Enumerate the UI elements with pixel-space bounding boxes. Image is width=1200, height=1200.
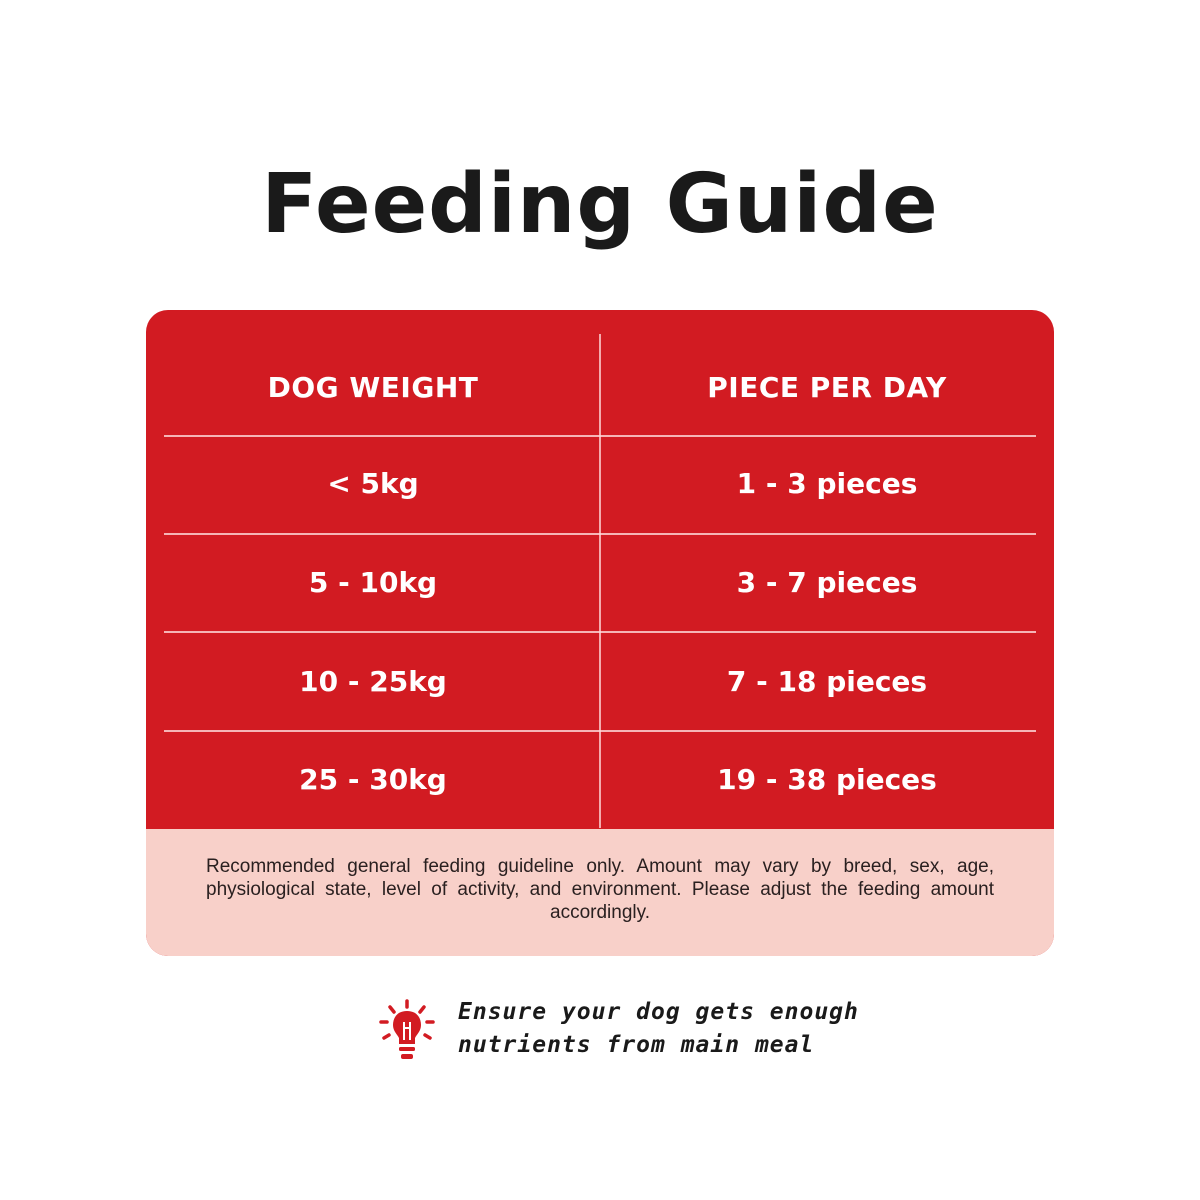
tip-line-1: Ensure your dog gets enough	[458, 999, 859, 1025]
column-divider	[599, 334, 601, 828]
header-piece-per-day: PIECE PER DAY	[707, 371, 947, 404]
pieces-cell-row-4: 19 - 38 pieces	[717, 763, 937, 796]
header-dog-weight: DOG WEIGHT	[267, 371, 479, 404]
row-divider	[164, 631, 1036, 633]
row-divider	[164, 533, 1036, 535]
feeding-table: DOG WEIGHT PIECE PER DAY < 5kg 1 - 3 pie…	[146, 310, 1054, 829]
row-divider	[164, 730, 1036, 732]
weight-cell-row-1: < 5kg	[327, 467, 419, 500]
feeding-note-panel: Recommended general feeding guideline on…	[146, 829, 1054, 956]
tip-line-2: nutrients from main meal	[458, 1032, 815, 1058]
pieces-cell-row-1: 1 - 3 pieces	[736, 467, 918, 500]
tip-text: Ensure your dog gets enough nutrients fr…	[458, 996, 859, 1062]
pieces-cell-row-2: 3 - 7 pieces	[736, 566, 918, 599]
weight-cell-row-4: 25 - 30kg	[299, 763, 447, 796]
tip-callout: Ensure your dog gets enough nutrients fr…	[378, 996, 859, 1076]
weight-cell-row-3: 10 - 25kg	[299, 665, 447, 698]
feeding-table-card: DOG WEIGHT PIECE PER DAY < 5kg 1 - 3 pie…	[146, 310, 1054, 956]
page-title: Feeding Guide	[261, 157, 939, 252]
weight-cell-row-2: 5 - 10kg	[308, 566, 438, 599]
feeding-note-text: Recommended general feeding guideline on…	[206, 856, 994, 923]
row-divider	[164, 435, 1036, 437]
pieces-cell-row-3: 7 - 18 pieces	[726, 665, 928, 698]
lightbulb-icon	[379, 999, 435, 1059]
